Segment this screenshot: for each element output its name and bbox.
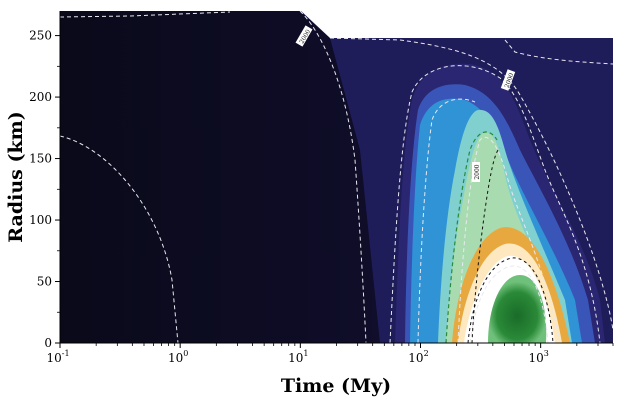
y-tick-label: 50 (37, 275, 52, 289)
contour-line (445, 131, 498, 343)
core-green (488, 275, 547, 343)
contour-lines-green (445, 131, 498, 343)
contour-line (329, 37, 613, 331)
x-tick-label-base: 10 (168, 351, 183, 365)
x-axis-ticks: 10-1 100 101 102 103 (46, 343, 614, 365)
y-tick-label: 0 (44, 336, 52, 350)
x-tick-label-exponent: 2 (424, 349, 429, 358)
x-tick-label-exponent: 0 (183, 349, 188, 358)
y-tick-label: 100 (29, 213, 52, 227)
x-tick-label-base: 10 (528, 351, 543, 365)
y-axis-label: Radius (km) (5, 111, 27, 242)
x-axis-label: Time (My) (281, 375, 391, 397)
plot-area (60, 11, 613, 343)
x-tick-label-exponent: 3 (544, 349, 549, 358)
contour-lines (60, 11, 613, 343)
contour-label: 2000 (500, 69, 516, 91)
contour-line (417, 98, 476, 343)
contour-label-text: 2000 (474, 164, 481, 179)
contour-line (504, 39, 613, 65)
contour-label-text: 2000 (504, 72, 516, 89)
contour-line (389, 65, 601, 343)
contour-line (467, 257, 554, 343)
x-tick-label: 102 (408, 349, 428, 365)
outside-body-mask (300, 10, 614, 38)
x-tick-label-base: 10 (408, 351, 423, 365)
contour-line (60, 11, 231, 18)
contour-line (469, 265, 549, 343)
x-tick-label: 101 (288, 349, 308, 365)
contour-line (60, 135, 179, 343)
x-tick-label: 100 (168, 349, 188, 365)
contour-lines-dark (467, 147, 554, 343)
contour-label: 2000 (472, 162, 481, 182)
x-tick-label-base: 10 (46, 351, 61, 365)
x-tick-label-base: 10 (288, 351, 303, 365)
x-tick-label: 103 (528, 349, 548, 365)
y-tick-label: 150 (29, 152, 52, 166)
x-tick-label: 10-1 (46, 349, 69, 365)
contour-line (471, 147, 501, 343)
contour-line (457, 137, 561, 343)
x-tick-label-exponent: 1 (303, 349, 308, 358)
y-axis-ticks: 0 50 100 150 200 250 (29, 29, 60, 350)
x-tick-label-exponent: -1 (62, 349, 70, 358)
y-tick-label: 200 (29, 90, 52, 104)
contour-line (299, 11, 367, 343)
y-tick-label: 250 (29, 29, 52, 43)
